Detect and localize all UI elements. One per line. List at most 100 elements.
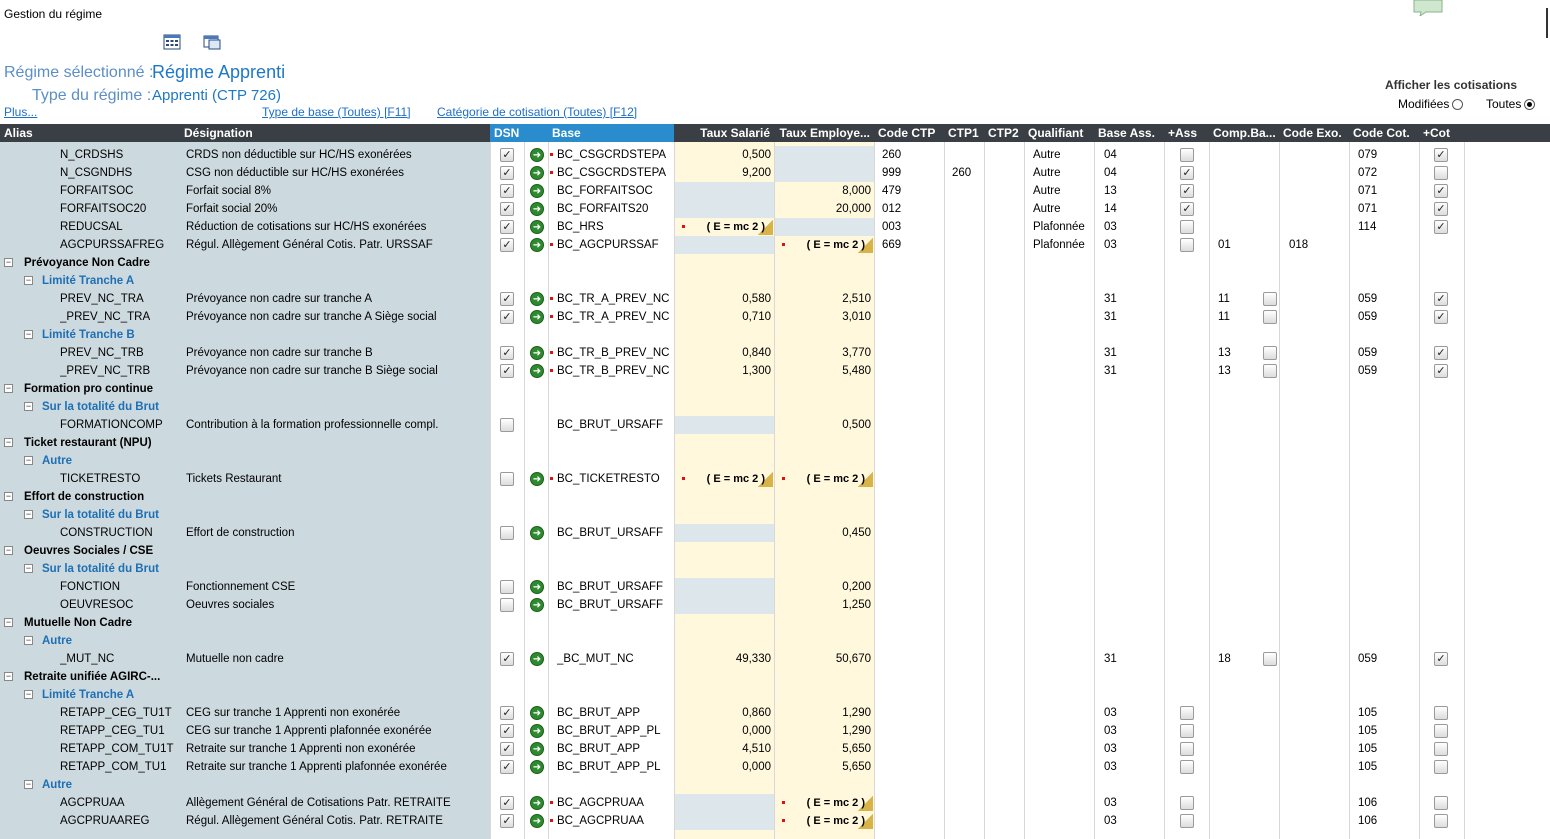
radio-modified[interactable] xyxy=(1452,99,1464,111)
group-row[interactable]: − Formation pro continue xyxy=(0,380,1550,398)
categorie-filter-link[interactable]: Catégorie de cotisation (Toutes) [F12] xyxy=(437,105,638,119)
taux-employeur-formula[interactable]: ( E = mc 2 ) xyxy=(788,237,873,253)
option-all[interactable]: Toutes xyxy=(1486,97,1536,111)
chat-icon[interactable] xyxy=(1412,0,1450,16)
group-row[interactable]: − Prévoyance Non Cadre xyxy=(0,254,1550,272)
table-row[interactable]: AGCPRUAA Allègement Général de Cotisation… xyxy=(0,794,1550,812)
collapse-toggle[interactable]: − xyxy=(24,689,33,699)
taux-employeur-cell[interactable]: 5,650 xyxy=(842,743,871,755)
arrow-right-icon[interactable]: ➜ xyxy=(530,742,544,756)
taux-employeur-cell[interactable]: 5,650 xyxy=(842,761,871,773)
table-row[interactable]: N_CSGNDHS CSG non déductible sur HC/HS ex… xyxy=(0,164,1550,182)
taux-salarie-cell[interactable]: 0,000 xyxy=(742,761,771,773)
collapse-toggle[interactable]: − xyxy=(24,275,33,285)
dsn-checkbox[interactable]: ✓ xyxy=(500,202,514,216)
group-row[interactable]: − Mutuelle Non Cadre xyxy=(0,614,1550,632)
window-icon[interactable] xyxy=(203,34,221,50)
cot-checkbox[interactable]: ✓ xyxy=(1434,364,1448,378)
taux-employeur-formula[interactable]: ( E = mc 2 ) xyxy=(788,795,873,811)
ass-checkbox[interactable] xyxy=(1180,814,1194,828)
dsn-checkbox[interactable]: ✓ xyxy=(500,184,514,198)
cot-checkbox[interactable]: ✓ xyxy=(1434,292,1448,306)
dsn-checkbox[interactable]: ✓ xyxy=(500,292,514,306)
taux-employeur-cell[interactable]: 3,770 xyxy=(842,347,871,359)
arrow-right-icon[interactable]: ➜ xyxy=(530,652,544,666)
ass-checkbox[interactable] xyxy=(1180,238,1194,252)
table-row[interactable]: AGCPURSSAFREG Régul. Allègement Général C… xyxy=(0,236,1550,254)
table-row[interactable]: RETAPP_COM_TU1 Retraite sur tranche 1 App… xyxy=(0,758,1550,776)
arrow-right-icon[interactable]: ➜ xyxy=(530,364,544,378)
ass-checkbox[interactable] xyxy=(1180,724,1194,738)
table-row[interactable]: CONSTRUCTION Effort de construction ➜ BC_BR… xyxy=(0,524,1550,542)
collapse-toggle[interactable]: − xyxy=(24,329,33,339)
arrow-right-icon[interactable]: ➜ xyxy=(530,598,544,612)
cot-checkbox[interactable]: ✓ xyxy=(1434,202,1448,216)
column-header-0[interactable]: Alias xyxy=(4,126,33,140)
ass-checkbox[interactable] xyxy=(1180,796,1194,810)
table-row[interactable]: RETAPP_CEG_TU1T CEG sur tranche 1 Apprent… xyxy=(0,704,1550,722)
column-header-8[interactable]: CTP2 xyxy=(988,126,1019,140)
comp-base-checkbox[interactable] xyxy=(1263,364,1277,378)
arrow-right-icon[interactable]: ➜ xyxy=(530,472,544,486)
calculator-icon[interactable] xyxy=(163,34,181,50)
ass-checkbox[interactable] xyxy=(1180,742,1194,756)
taux-employeur-formula[interactable]: ( E = mc 2 ) xyxy=(788,813,873,829)
arrow-right-icon[interactable]: ➜ xyxy=(530,310,544,324)
collapse-toggle[interactable]: − xyxy=(4,257,13,267)
column-header-15[interactable]: +Cot xyxy=(1423,126,1450,140)
dsn-checkbox[interactable] xyxy=(500,418,514,432)
subgroup-row[interactable]: − Sur la totalité du Brut xyxy=(0,398,1550,416)
cot-checkbox[interactable]: ✓ xyxy=(1434,184,1448,198)
taux-employeur-cell[interactable]: 50,670 xyxy=(835,653,871,665)
taux-employeur-cell[interactable]: 0,200 xyxy=(842,581,871,593)
dsn-checkbox[interactable]: ✓ xyxy=(500,706,514,720)
arrow-right-icon[interactable]: ➜ xyxy=(530,814,544,828)
dsn-checkbox[interactable] xyxy=(500,598,514,612)
dsn-checkbox[interactable]: ✓ xyxy=(500,220,514,234)
table-row[interactable]: PREV_NC_TRB Prévoyance non cadre sur tran… xyxy=(0,344,1550,362)
taux-employeur-cell[interactable]: 2,510 xyxy=(842,293,871,305)
dsn-checkbox[interactable]: ✓ xyxy=(500,814,514,828)
dsn-checkbox[interactable] xyxy=(500,526,514,540)
arrow-right-icon[interactable]: ➜ xyxy=(530,220,544,234)
cot-checkbox[interactable] xyxy=(1434,724,1448,738)
comp-base-checkbox[interactable] xyxy=(1263,652,1277,666)
table-row[interactable]: TICKETRESTO Tickets Restaurant ➜ BC_TICKETR… xyxy=(0,470,1550,488)
cot-checkbox[interactable] xyxy=(1434,796,1448,810)
taux-salarie-cell[interactable]: 0,500 xyxy=(742,149,771,161)
collapse-toggle[interactable]: − xyxy=(24,509,33,519)
table-row[interactable]: FORMATIONCOMP Contribution à la formation… xyxy=(0,416,1550,434)
ass-checkbox[interactable] xyxy=(1180,148,1194,162)
table-row[interactable]: N_CRDSHS CRDS non déductible sur HC/HS ex… xyxy=(0,146,1550,164)
cot-checkbox[interactable]: ✓ xyxy=(1434,310,1448,324)
taux-salarie-cell[interactable]: 0,000 xyxy=(742,725,771,737)
table-row[interactable]: FONCTION Fonctionnement CSE ➜ BC_BRUT_URSAF… xyxy=(0,578,1550,596)
arrow-right-icon[interactable]: ➜ xyxy=(530,202,544,216)
cot-checkbox[interactable] xyxy=(1434,742,1448,756)
column-header-2[interactable]: DSN xyxy=(490,124,548,142)
dsn-checkbox[interactable]: ✓ xyxy=(500,652,514,666)
arrow-right-icon[interactable]: ➜ xyxy=(530,166,544,180)
table-row[interactable]: _PREV_NC_TRA Prévoyance non cadre sur tra… xyxy=(0,308,1550,326)
table-row[interactable]: FORFAITSOC20 Forfait social 20% ✓ ➜ BC_FORFA… xyxy=(0,200,1550,218)
table-row[interactable]: AGCPRUAAREG Régul. Allègement Général Cot… xyxy=(0,812,1550,830)
column-header-14[interactable]: Code Cot. xyxy=(1353,126,1410,140)
arrow-right-icon[interactable]: ➜ xyxy=(530,292,544,306)
subgroup-row[interactable]: − Autre xyxy=(0,632,1550,650)
taux-salarie-cell[interactable]: 1,300 xyxy=(742,365,771,377)
cot-checkbox[interactable]: ✓ xyxy=(1434,652,1448,666)
table-row[interactable]: PREV_NC_TRA Prévoyance non cadre sur tran… xyxy=(0,290,1550,308)
column-header-3[interactable]: Base xyxy=(548,124,674,142)
group-row[interactable]: − Ticket restaurant (NPU) xyxy=(0,434,1550,452)
more-link[interactable]: Plus... xyxy=(4,105,38,119)
cot-checkbox[interactable]: ✓ xyxy=(1434,148,1448,162)
taux-employeur-cell[interactable]: 0,450 xyxy=(842,527,871,539)
dsn-checkbox[interactable]: ✓ xyxy=(500,238,514,252)
taux-employeur-cell[interactable]: 0,500 xyxy=(842,419,871,431)
subgroup-row[interactable]: − Autre xyxy=(0,452,1550,470)
arrow-right-icon[interactable]: ➜ xyxy=(530,238,544,252)
arrow-right-icon[interactable]: ➜ xyxy=(530,796,544,810)
radio-all[interactable] xyxy=(1524,99,1536,111)
column-header-4[interactable]: Taux Salarié xyxy=(700,126,770,140)
taux-salarie-cell[interactable]: 4,510 xyxy=(742,743,771,755)
